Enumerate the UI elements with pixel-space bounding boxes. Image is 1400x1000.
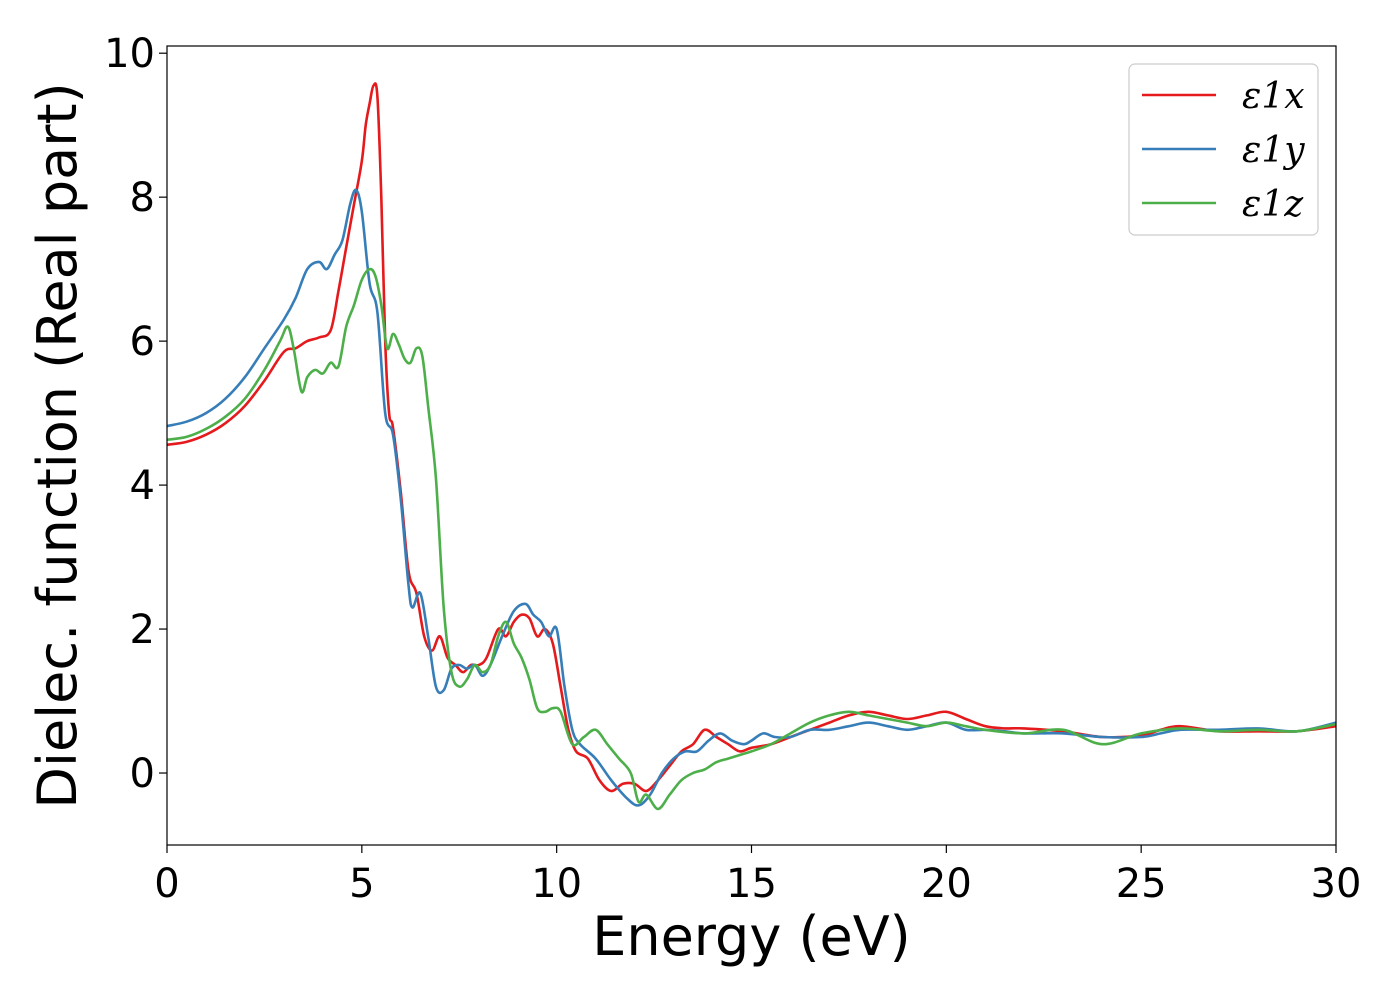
y-tick-label: 6 xyxy=(130,319,155,365)
y-tick-label: 8 xyxy=(130,175,155,221)
series-line-2 xyxy=(167,188,1336,807)
legend-box xyxy=(1128,63,1319,236)
y-tick-label: 4 xyxy=(130,463,155,509)
plot-lines xyxy=(167,82,1336,811)
x-tick-label: 0 xyxy=(154,861,179,907)
x-tick-label: 30 xyxy=(1311,861,1362,907)
y-tick-label: 0 xyxy=(130,751,155,797)
x-tick-label: 20 xyxy=(921,861,972,907)
x-tick-label: 25 xyxy=(1116,861,1167,907)
legend-label-1: ε1x xyxy=(1242,76,1305,117)
legend: ε1x ε1y ε1z xyxy=(1128,63,1319,236)
series-line-3 xyxy=(167,267,1336,811)
x-tick-label: 5 xyxy=(349,861,374,907)
y-tick-label: 10 xyxy=(104,31,155,77)
y-tick-label: 2 xyxy=(130,607,155,653)
x-axis-ticks: 0 5 10 15 20 25 30 xyxy=(154,845,1361,907)
x-tick-label: 10 xyxy=(531,861,582,907)
legend-label-2: ε1y xyxy=(1242,130,1305,171)
x-tick-label: 15 xyxy=(726,861,777,907)
y-axis-ticks: 0 2 4 6 8 10 xyxy=(104,31,167,797)
x-axis-label: Energy (eV) xyxy=(592,905,911,968)
legend-label-3: ε1z xyxy=(1242,184,1304,225)
y-axis-label: Dielec. function (Real part) xyxy=(26,82,89,808)
